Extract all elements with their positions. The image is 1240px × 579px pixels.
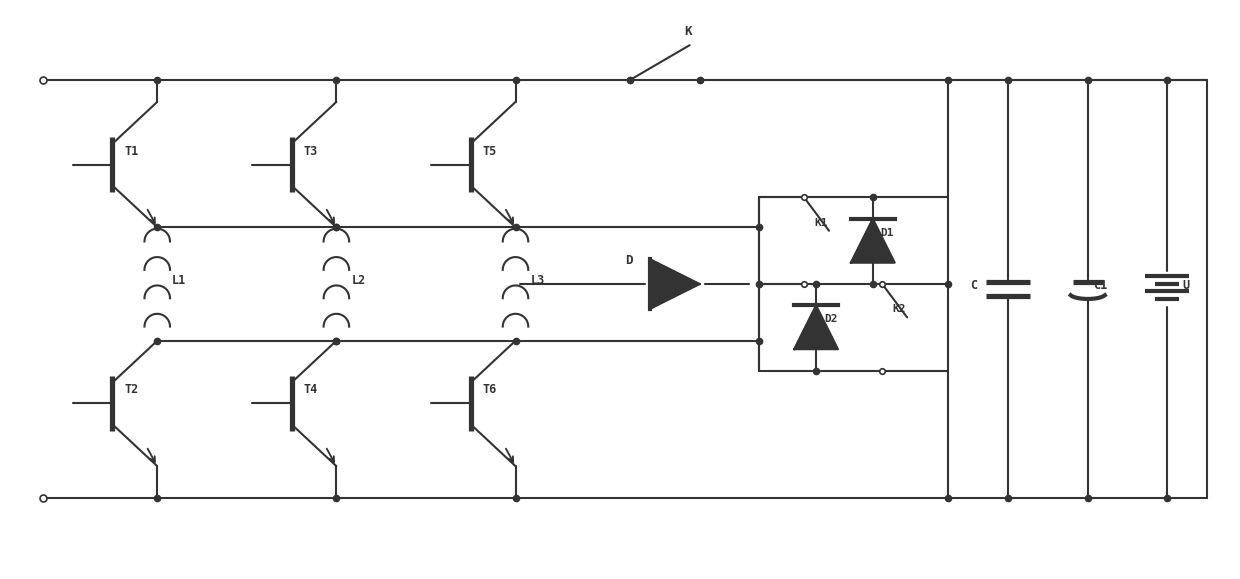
- Text: T4: T4: [304, 383, 317, 397]
- Text: T2: T2: [124, 383, 139, 397]
- Text: T3: T3: [304, 145, 317, 157]
- Polygon shape: [650, 259, 699, 309]
- Text: D1: D1: [880, 228, 894, 238]
- Polygon shape: [851, 219, 895, 263]
- Text: L2: L2: [351, 274, 366, 287]
- Text: D: D: [625, 254, 632, 267]
- Text: D2: D2: [825, 314, 837, 324]
- Text: K2: K2: [893, 305, 905, 314]
- Text: L3: L3: [531, 274, 544, 287]
- Text: T6: T6: [482, 383, 497, 397]
- Text: C: C: [971, 279, 977, 292]
- Polygon shape: [794, 306, 838, 349]
- Text: T5: T5: [482, 145, 497, 157]
- Text: U: U: [1182, 279, 1189, 292]
- Text: L1: L1: [172, 274, 186, 287]
- Text: K: K: [684, 25, 692, 38]
- Text: T1: T1: [124, 145, 139, 157]
- Text: C1: C1: [1092, 279, 1107, 292]
- Text: K1: K1: [815, 218, 827, 228]
